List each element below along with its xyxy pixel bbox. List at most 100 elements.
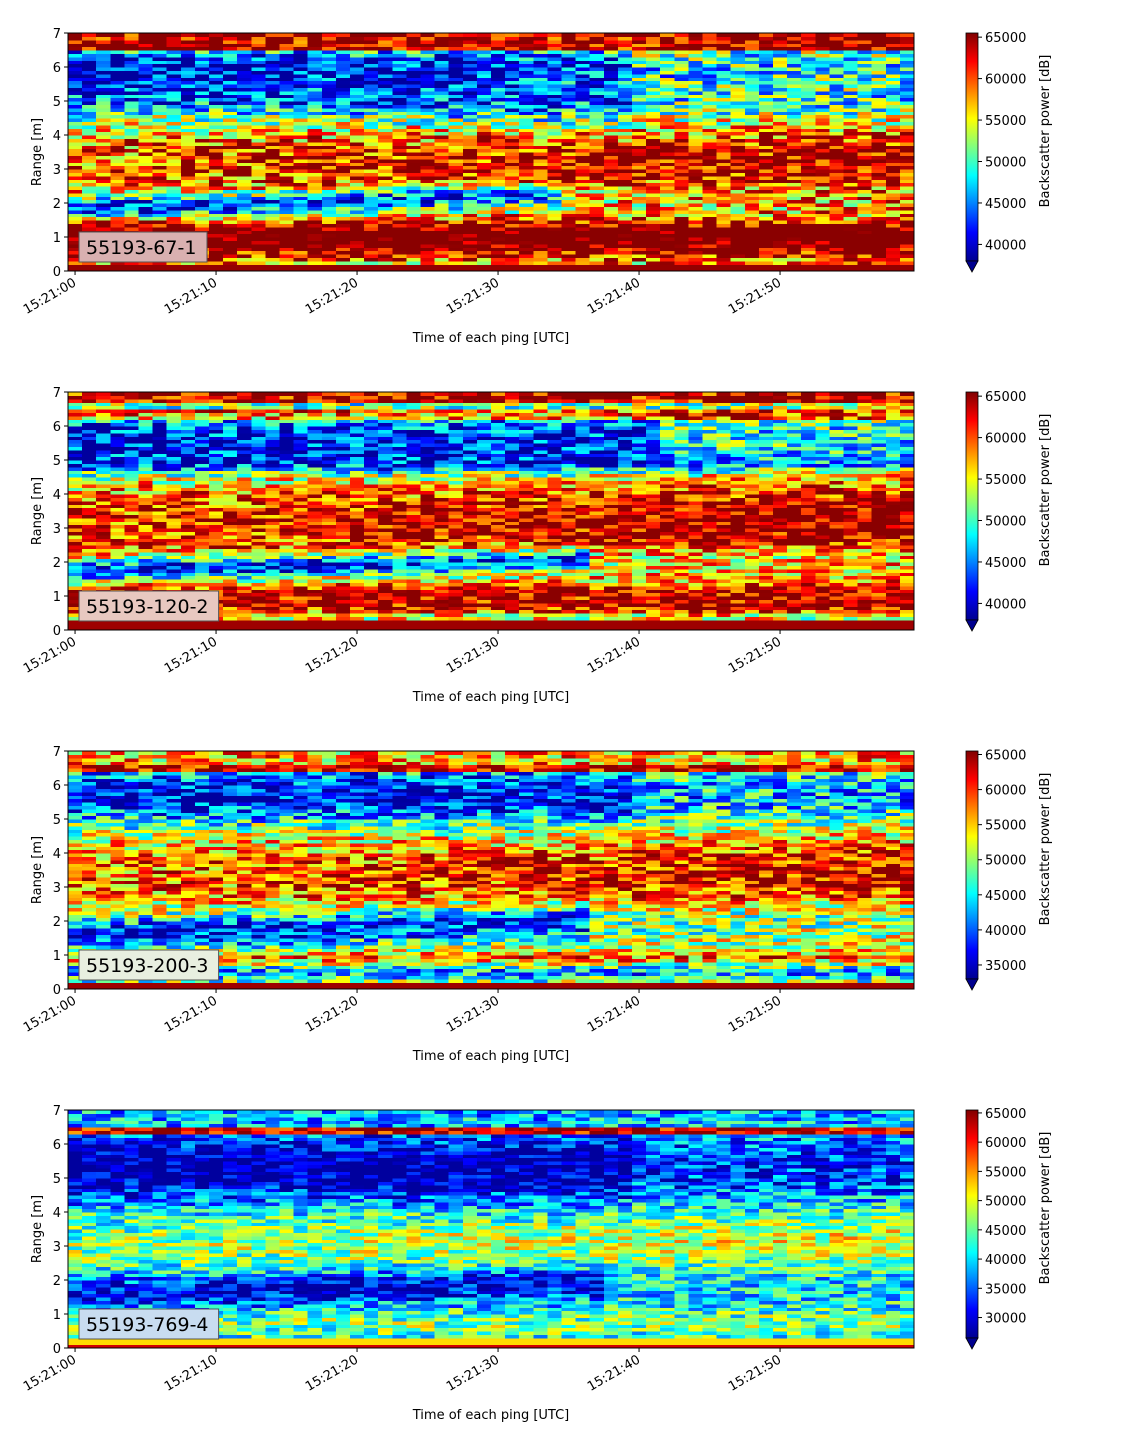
heatmap-cell — [110, 97, 125, 102]
heatmap-cell — [773, 148, 788, 153]
heatmap-cell — [307, 172, 323, 177]
heatmap-cell — [505, 250, 520, 255]
heatmap-cell — [688, 165, 704, 170]
heatmap-cell — [335, 84, 351, 88]
heatmap-cell — [152, 226, 168, 231]
heatmap-cell — [209, 101, 224, 105]
heatmap-cell — [335, 33, 351, 37]
heatmap-cell — [251, 87, 266, 92]
heatmap-cell — [801, 199, 816, 204]
y-axis-label: Range [m] — [30, 118, 45, 186]
heatmap-cell — [321, 206, 337, 211]
heatmap-cell — [434, 33, 450, 37]
heatmap-cell — [180, 165, 196, 170]
heatmap-cell — [364, 213, 379, 218]
heatmap-cell — [82, 60, 97, 65]
heatmap-cell — [152, 131, 168, 136]
heatmap-cell — [110, 107, 125, 112]
heatmap-cell — [392, 250, 407, 255]
heatmap-cell — [561, 233, 577, 238]
heatmap-cell — [575, 192, 591, 197]
heatmap-cell — [180, 114, 196, 119]
heatmap-cell — [110, 94, 125, 99]
heatmap-cell — [96, 60, 111, 65]
heatmap-cell — [632, 209, 647, 214]
heatmap-cell — [279, 213, 295, 218]
heatmap-cell — [773, 264, 788, 269]
heatmap-cell — [885, 199, 901, 204]
heatmap-cell — [152, 141, 168, 146]
heatmap-cell — [96, 220, 111, 224]
heatmap-cell — [82, 148, 97, 153]
heatmap-cell — [166, 46, 182, 51]
heatmap-cell — [293, 254, 309, 258]
heatmap-cell — [603, 158, 619, 163]
heatmap-cell — [194, 199, 210, 204]
heatmap-cell — [194, 209, 210, 214]
heatmap-cell — [406, 182, 422, 187]
heatmap-cell — [138, 50, 154, 54]
heatmap-cell — [350, 260, 365, 265]
heatmap-cell — [110, 56, 125, 61]
heatmap-cell — [744, 264, 760, 269]
heatmap-cell — [801, 226, 816, 231]
heatmap-cell — [152, 46, 168, 51]
heatmap-cell — [166, 504, 182, 509]
heatmap-cell — [406, 165, 422, 170]
heatmap-cell — [96, 209, 111, 214]
heatmap-cell — [716, 175, 732, 180]
heatmap-cell — [406, 264, 422, 269]
heatmap-cell — [82, 264, 97, 269]
heatmap-cell — [406, 175, 422, 180]
heatmap-cell — [378, 186, 393, 190]
heatmap-cell — [237, 162, 252, 167]
heatmap-cell — [251, 226, 266, 231]
heatmap-cell — [194, 419, 210, 424]
heatmap-cell — [575, 250, 591, 255]
heatmap-cell — [321, 145, 337, 150]
heatmap-cell — [194, 206, 210, 211]
heatmap-cell — [307, 121, 323, 126]
heatmap-cell — [293, 53, 309, 58]
heatmap-cell — [237, 260, 252, 265]
heatmap-cell — [617, 141, 633, 146]
heatmap-cell — [96, 43, 111, 48]
heatmap-cell — [68, 264, 83, 269]
heatmap-cell — [773, 141, 788, 146]
heatmap-cell — [519, 165, 534, 170]
heatmap-cell — [378, 148, 393, 153]
heatmap-cell — [350, 60, 365, 65]
heatmap-cell — [307, 53, 323, 58]
heatmap-cell — [321, 39, 337, 44]
heatmap-cell — [251, 175, 266, 180]
heatmap-cell — [857, 175, 873, 180]
heatmap-cell — [307, 152, 323, 156]
heatmap-cell — [68, 169, 83, 173]
heatmap-cell — [223, 107, 238, 112]
heatmap-cell — [209, 56, 224, 61]
heatmap-cell — [96, 111, 111, 116]
heatmap-cell — [209, 504, 224, 509]
heatmap-cell — [251, 209, 266, 214]
heatmap-cell — [223, 94, 238, 99]
heatmap-cell — [547, 33, 563, 37]
heatmap-cell — [420, 131, 436, 136]
heatmap-cell — [364, 192, 379, 197]
heatmap-cell — [589, 131, 605, 136]
heatmap-cell — [491, 264, 506, 269]
heatmap-cell — [589, 226, 605, 231]
heatmap-cell — [815, 216, 830, 221]
heatmap-cell — [223, 104, 238, 109]
heatmap-cell — [829, 141, 845, 146]
heatmap-cell — [364, 135, 379, 139]
heatmap-cell — [364, 131, 379, 136]
heatmap-cell — [293, 247, 309, 252]
heatmap-cell — [364, 230, 379, 235]
heatmap-cell — [166, 175, 182, 180]
heatmap-cell — [265, 169, 281, 173]
heatmap-cell — [194, 56, 210, 61]
heatmap-cell — [307, 155, 323, 160]
heatmap-cell — [265, 254, 281, 258]
heatmap-cell — [335, 250, 351, 255]
heatmap-cell — [96, 392, 111, 396]
